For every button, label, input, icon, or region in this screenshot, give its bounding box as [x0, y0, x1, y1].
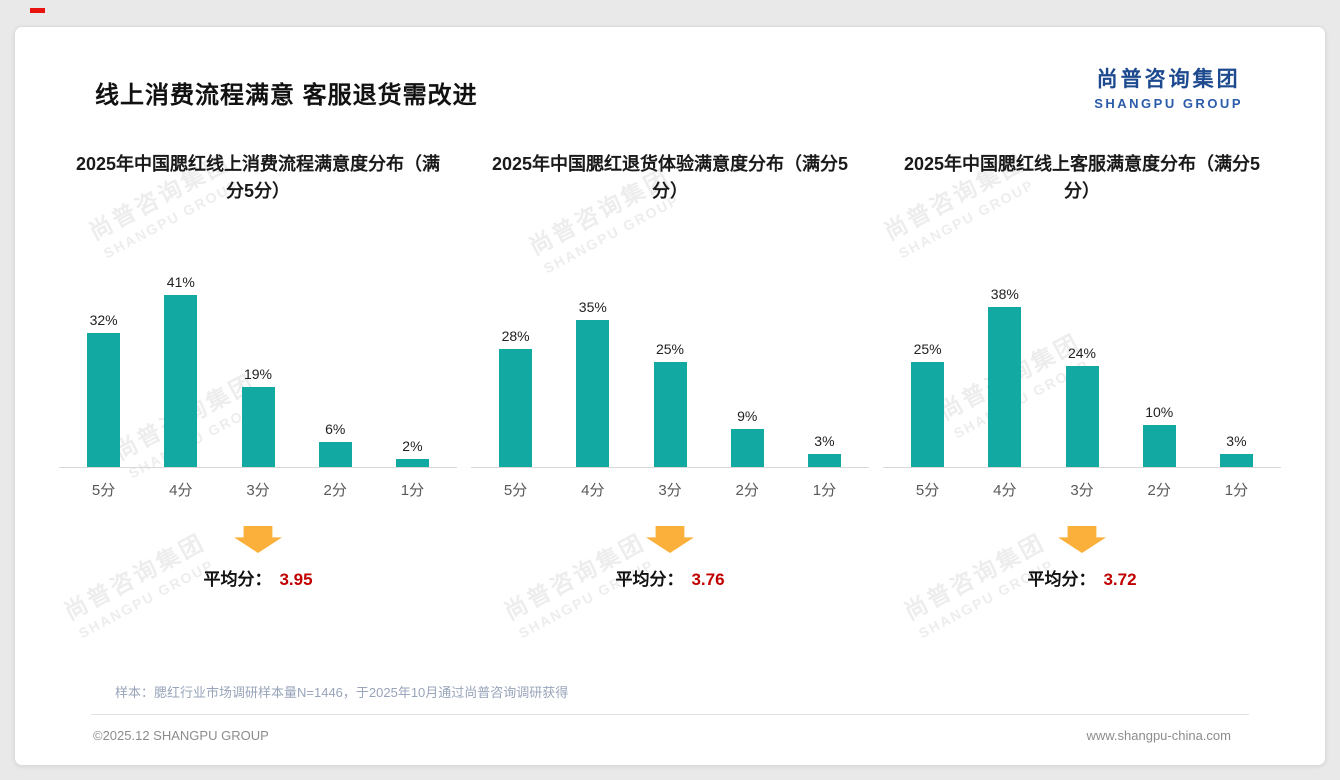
average-value: 3.95 [279, 570, 313, 589]
average-score: 平均分： 3.95 [59, 565, 457, 590]
bar-value-label: 19% [243, 366, 273, 383]
bar-value-label: 25% [655, 341, 685, 357]
bar-slot: 3% [786, 433, 863, 467]
bar [1065, 366, 1099, 467]
bar-slot: 2% [374, 438, 451, 467]
sample-note: 样本：腮红行业市场调研样本量N=1446，于2025年10月通过尚普咨询调研获得 [115, 685, 569, 700]
chart-title: 2025年中国腮红退货体验满意度分布（满分5分） [491, 154, 849, 201]
bar-slot: 28% [477, 328, 554, 467]
bar-slot: 9% [709, 408, 786, 467]
down-arrow-icon [1058, 526, 1106, 553]
plot-area: 25% 38% 24% 10% 3% [883, 255, 1281, 468]
slide-card: 尚普咨询集团 SHANGPU GROUP 尚普咨询集团 SHANGPU GROU… [14, 26, 1326, 766]
bar [576, 320, 610, 467]
bar [988, 307, 1022, 467]
footer-website: www.shangpu-china.com [1086, 728, 1231, 743]
bar-value-label: 10% [1145, 404, 1174, 420]
average-label: 平均分： [1027, 570, 1096, 589]
footer-divider [91, 714, 1249, 715]
chart-title: 2025年中国腮红线上客服满意度分布（满分5分） [903, 154, 1261, 201]
bar-slot: 10% [1121, 404, 1198, 467]
category-row: 5分 4分 3分 2分 1分 [471, 468, 869, 500]
bar-value-label: 35% [578, 299, 607, 315]
footer-copyright: ©2025.12 SHANGPU GROUP [93, 728, 269, 743]
bar-slot: 6% [297, 421, 374, 467]
bar-category-label: 2分 [323, 482, 347, 499]
chart-column-return-satisfaction: 2025年中国腮红退货体验满意度分布（满分5分） 28% 35% 25% 9% 3% 5… [471, 151, 869, 590]
bar-category-label: 4分 [581, 482, 605, 499]
plot-area: 28% 35% 25% 9% 3% [471, 255, 869, 468]
bar [1219, 454, 1253, 467]
chart-title: 2025年中国腮红线上消费流程满意度分布（满分5分） [75, 154, 441, 201]
logo-cn-text: 尚普咨询集团 [1096, 68, 1241, 91]
category-row: 5分 4分 3分 2分 1分 [59, 468, 457, 500]
bar-category-label: 5分 [503, 482, 528, 499]
bar-value-label: 32% [89, 311, 118, 328]
bar-category-label: 4分 [993, 482, 1017, 499]
bar [653, 362, 687, 467]
bar-value-label: 6% [325, 420, 346, 437]
plot-area: 32% 41% 19% 6% 2% [59, 255, 457, 468]
bar-slot: 24% [1043, 345, 1120, 467]
bar-slot: 41% [142, 274, 219, 467]
bar [499, 349, 533, 467]
bar-slot: 19% [219, 366, 296, 467]
bar-value-label: 9% [737, 408, 758, 425]
bar-category-label: 3分 [658, 482, 682, 499]
bar-category-label: 1分 [1224, 482, 1249, 499]
bar [318, 441, 352, 467]
bar-value-label: 2% [402, 437, 423, 454]
red-accent-dash [30, 8, 45, 13]
bar-value-label: 24% [1067, 345, 1097, 362]
bar-category-label: 2分 [1147, 482, 1171, 499]
bar-slot: 3% [1198, 433, 1275, 467]
bar-value-label: 38% [990, 286, 1019, 303]
charts-row: 2025年中国腮红线上消费流程满意度分布（满分5分） 32% 41% 19% 6% 2%… [15, 151, 1325, 590]
header: 线上消费流程满意 客服退货需改进 尚普咨询集团 SHANGPU GROUP [15, 27, 1325, 111]
bar [911, 362, 945, 467]
average-label: 平均分： [615, 570, 684, 589]
bar [730, 429, 764, 467]
average-label: 平均分： [203, 570, 272, 589]
category-row: 5分 4分 3分 2分 1分 [883, 468, 1281, 500]
bar-category-label: 1分 [400, 482, 425, 499]
bar [395, 458, 429, 467]
down-arrow-icon [646, 526, 694, 553]
bar [1142, 425, 1176, 467]
bar-value-label: 41% [166, 273, 195, 290]
bar-category-label: 1分 [812, 482, 837, 499]
bar-value-label: 28% [501, 328, 530, 345]
company-logo: 尚普咨询集团 SHANGPU GROUP [1094, 63, 1243, 111]
bar-category-label: 4分 [169, 482, 193, 499]
bar-category-label: 2分 [735, 482, 759, 499]
bar [87, 332, 121, 467]
page-title: 线上消费流程满意 客服退货需改进 [95, 82, 478, 109]
bar-slot: 32% [65, 312, 142, 467]
bar-value-label: 25% [913, 341, 942, 357]
bar [807, 454, 841, 467]
bar-slot: 38% [966, 286, 1043, 467]
bar-category-label: 3分 [1070, 482, 1094, 499]
down-arrow-icon [234, 526, 282, 553]
bar [164, 294, 198, 467]
bar-category-label: 3分 [246, 482, 270, 499]
average-value: 3.76 [691, 570, 725, 589]
average-score: 平均分： 3.76 [471, 565, 869, 590]
bar-slot: 25% [631, 341, 708, 467]
chart-column-process-satisfaction: 2025年中国腮红线上消费流程满意度分布（满分5分） 32% 41% 19% 6% 2%… [59, 151, 457, 590]
bar-slot: 25% [889, 341, 966, 467]
bar [241, 387, 275, 467]
bar-slot: 35% [554, 299, 631, 467]
chart-column-service-satisfaction: 2025年中国腮红线上客服满意度分布（满分5分） 25% 38% 24% 10% 3% … [883, 151, 1281, 590]
logo-en-text: SHANGPU GROUP [1094, 96, 1243, 111]
bar-category-label: 5分 [91, 482, 116, 499]
bar-category-label: 5分 [915, 482, 940, 499]
bar-value-label: 3% [1226, 433, 1247, 450]
bar-value-label: 3% [814, 433, 835, 450]
average-score: 平均分： 3.72 [883, 565, 1281, 590]
average-value: 3.72 [1103, 570, 1137, 589]
